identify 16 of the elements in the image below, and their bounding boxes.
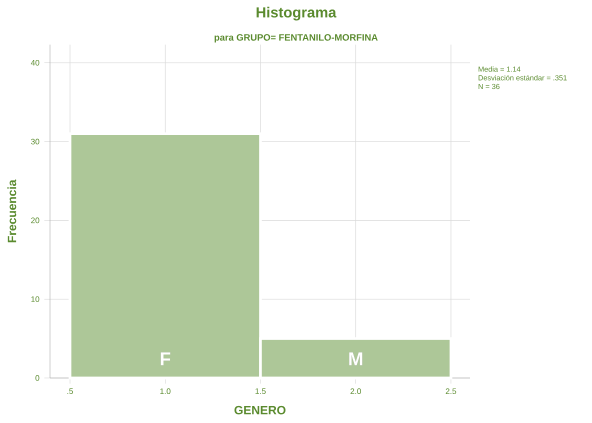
- y-tick-label: 0: [35, 375, 40, 381]
- x-tick-label: .5: [67, 388, 74, 394]
- y-tick-label: 40: [30, 60, 40, 66]
- y-tick-label: 30: [31, 138, 40, 144]
- y-tick-label: 20: [31, 218, 40, 224]
- x-axis-title: GENERO: [234, 406, 286, 414]
- chart-subtitle: para GRUPO= FENTANILO-MORFINA: [214, 34, 378, 43]
- chart-title: Histograma: [256, 6, 336, 21]
- y-axis-title: Frecuencia: [7, 180, 16, 242]
- annotation: M: [349, 352, 362, 366]
- x-tick-label: 2.5: [446, 388, 456, 394]
- y-tick-label: 10: [31, 296, 40, 302]
- annotation: F: [160, 352, 170, 366]
- x-tick-label: 1.5: [256, 388, 266, 394]
- x-tick-label: 1.0: [160, 388, 170, 394]
- x-tick-label: 2.0: [350, 388, 361, 394]
